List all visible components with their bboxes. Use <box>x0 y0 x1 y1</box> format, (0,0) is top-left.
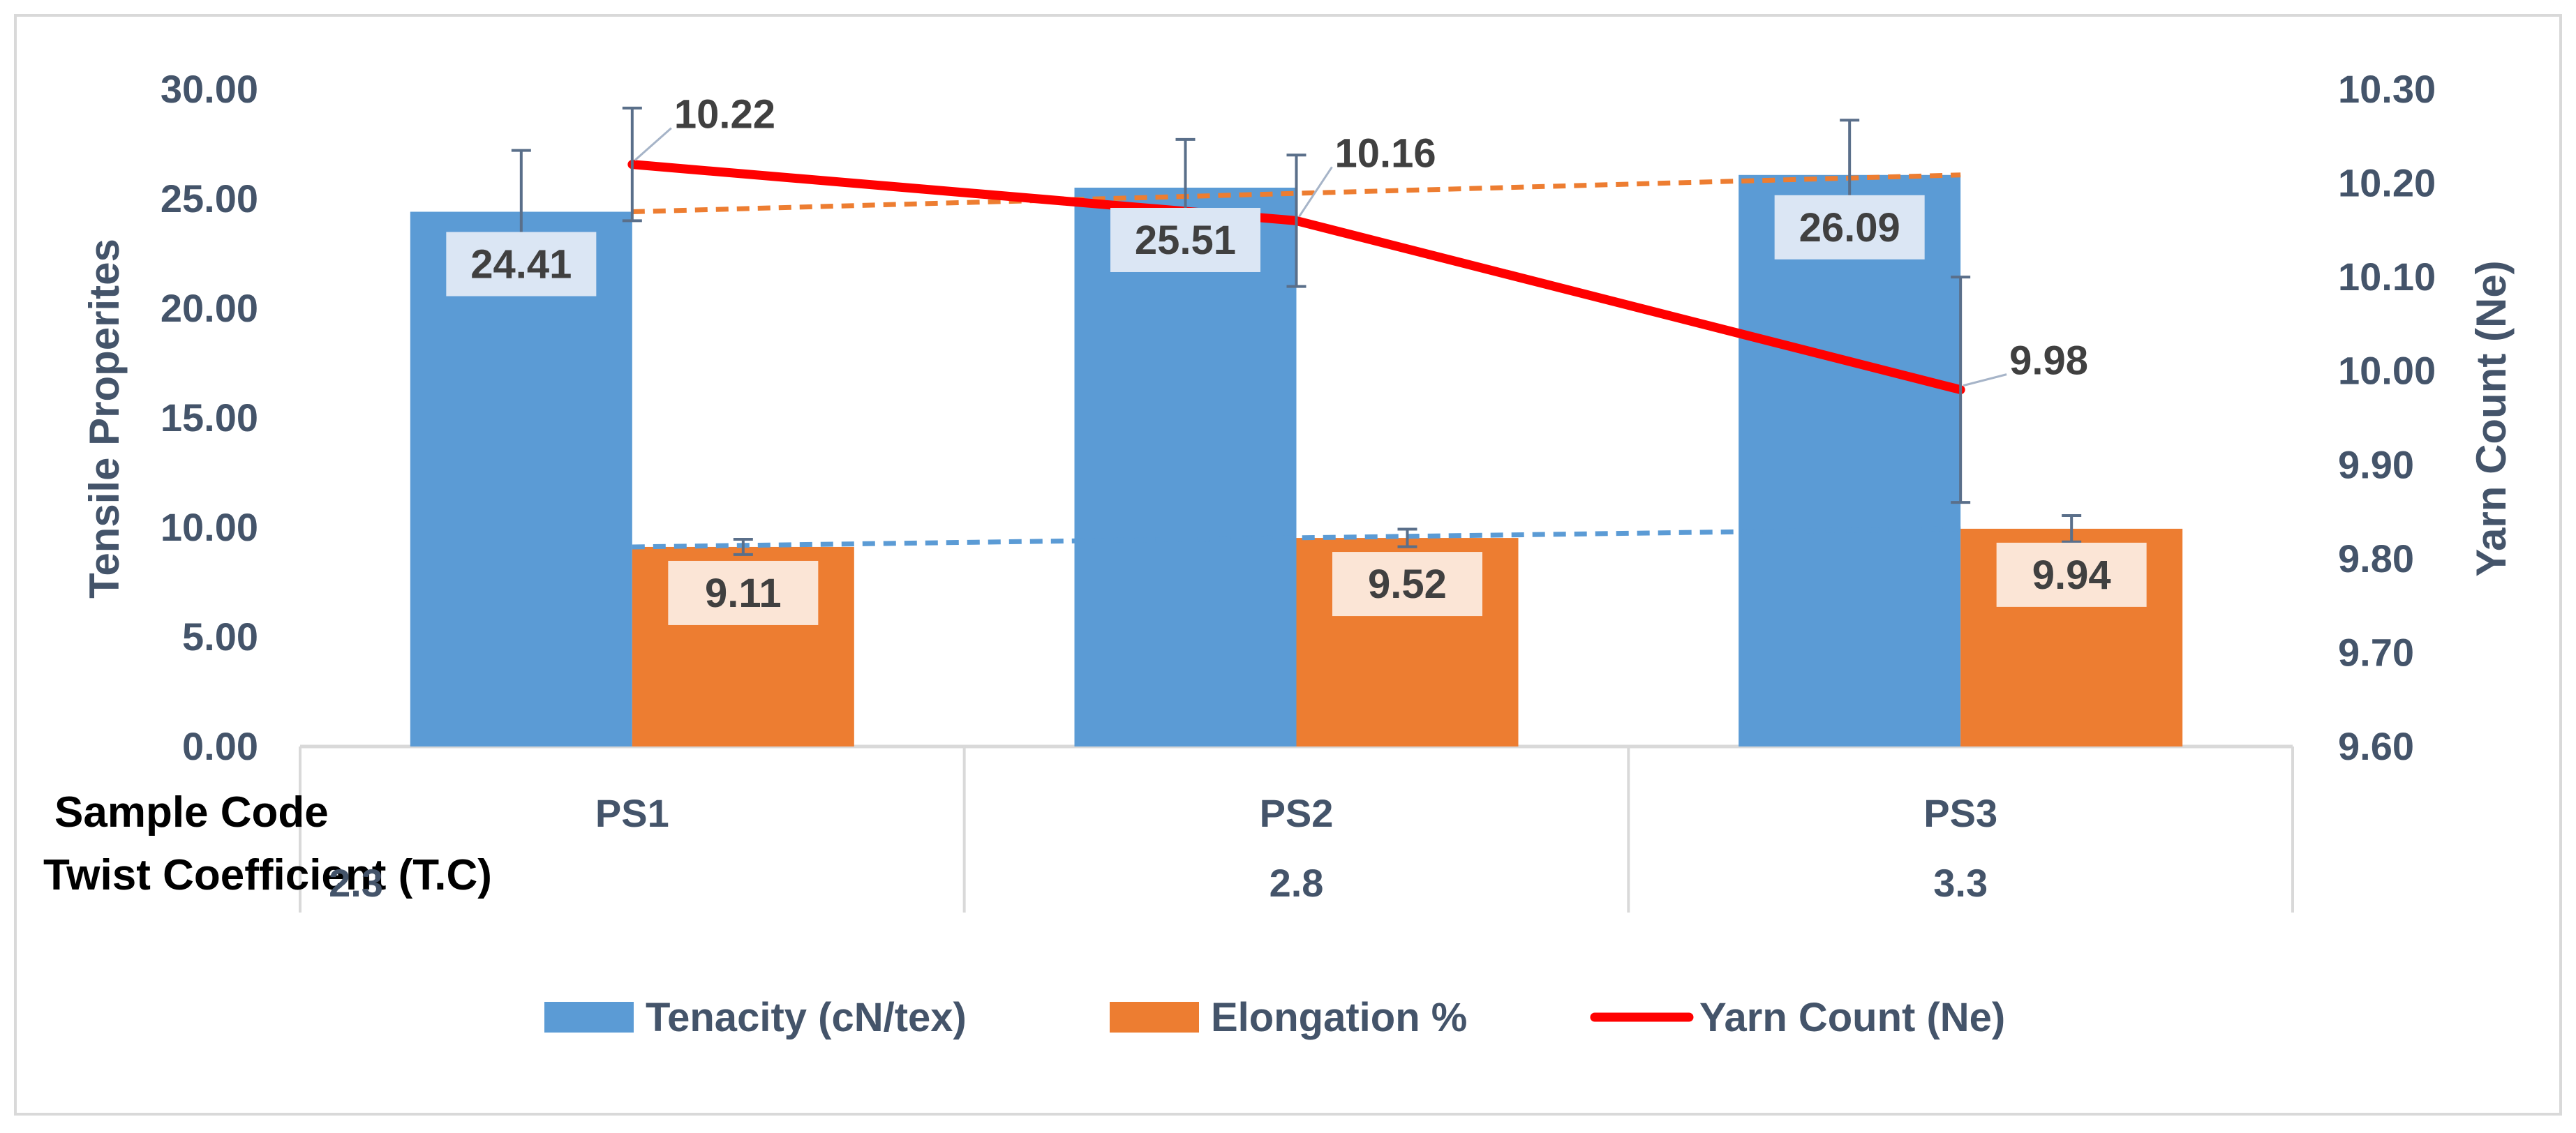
legend-swatch-elongation <box>1110 1002 1199 1033</box>
category-label: PS2 <box>1260 791 1334 835</box>
tenacity-data-label-box <box>1774 195 1925 260</box>
left-tick-label: 30.00 <box>161 67 258 111</box>
elongation-data-label: 9.94 <box>2032 553 2111 598</box>
elongation-data-label-box <box>1996 542 2147 607</box>
bars-layer <box>410 174 2183 747</box>
legend-label-yarn-count: Yarn Count (Ne) <box>1699 995 2005 1040</box>
left-tick-label: 10.00 <box>161 505 258 549</box>
right-tick-label: 10.10 <box>2338 255 2436 299</box>
data-labels-layer: 24.41 25.51 26.09 9.11 9.52 9.94 10.22 10.16 9.9… <box>446 92 2147 625</box>
twist-coefficient-value: 2.3 <box>329 861 383 905</box>
tenacity-data-label-box <box>446 232 597 297</box>
tenacity-data-label: 25.51 <box>1135 218 1236 263</box>
yarn-count-data-label: 10.16 <box>1335 130 1436 176</box>
left-tick-label: 5.00 <box>182 615 258 659</box>
right-axis-title: Yarn Count (Ne) <box>2468 260 2515 576</box>
elongation-data-label: 9.11 <box>705 571 782 616</box>
twist-coefficient-value: 3.3 <box>1933 861 1988 905</box>
error-bars-layer <box>511 106 2082 556</box>
legend-swatch-tenacity <box>544 1002 634 1033</box>
row-header-twist-coefficient: Twist Coefficient (T.C) <box>43 851 492 899</box>
twist-coefficient-labels: 2.3 2.8 3.3 <box>329 861 1988 905</box>
yarn-count-leader-line <box>1963 373 2007 387</box>
yarn-count-data-label: 9.98 <box>2009 338 2088 384</box>
left-tick-label: 0.00 <box>182 724 258 768</box>
right-tick-label: 9.60 <box>2338 724 2414 768</box>
right-tick-label: 9.80 <box>2338 537 2414 580</box>
tenacity-bar <box>1739 174 1961 747</box>
left-axis-title: Tensile Properites <box>81 239 128 599</box>
right-axis-ticks: 9.60 9.70 9.80 9.90 10.00 10.10 10.20 10.30 <box>2338 67 2436 768</box>
yarn-count-leader-line <box>634 127 672 161</box>
right-tick-label: 10.30 <box>2338 67 2436 111</box>
twist-coefficient-value: 2.8 <box>1270 861 1324 905</box>
yarn-count-data-label: 10.22 <box>674 92 775 137</box>
category-label: PS1 <box>595 791 669 835</box>
tenacity-bar <box>1074 187 1297 747</box>
right-tick-label: 10.00 <box>2338 349 2436 393</box>
tenacity-bar <box>410 211 632 746</box>
row-header-sample-code: Sample Code <box>54 788 329 836</box>
tenacity-data-label: 24.41 <box>470 242 572 287</box>
legend: Tenacity (cN/tex) Elongation % Yarn Count … <box>544 995 2005 1040</box>
elongation-data-label: 9.52 <box>1368 562 1447 607</box>
legend-label-elongation: Elongation % <box>1211 995 1467 1040</box>
elongation-data-label-box <box>1332 552 1482 617</box>
tenacity-trendline <box>632 172 1961 215</box>
right-tick-label: 10.20 <box>2338 161 2436 205</box>
left-tick-label: 25.00 <box>161 177 258 220</box>
right-tick-label: 9.70 <box>2338 630 2414 674</box>
trendlines-layer <box>632 172 1961 550</box>
elongation-data-label-box <box>668 560 819 625</box>
right-tick-label: 9.90 <box>2338 442 2414 486</box>
left-axis-ticks: 0.00 5.00 10.00 15.00 20.00 25.00 30.00 <box>161 67 258 768</box>
left-tick-label: 15.00 <box>161 396 258 440</box>
tenacity-data-label: 26.09 <box>1799 205 1900 250</box>
elongation-trendline <box>632 526 1961 550</box>
yarn-count-leader-line <box>1298 166 1333 218</box>
category-labels: PS1 PS2 PS3 <box>595 791 1997 835</box>
category-label: PS3 <box>1923 791 1997 835</box>
legend-label-tenacity: Tenacity (cN/tex) <box>646 995 967 1040</box>
left-tick-label: 20.00 <box>161 286 258 330</box>
tenacity-data-label-box <box>1110 207 1260 272</box>
